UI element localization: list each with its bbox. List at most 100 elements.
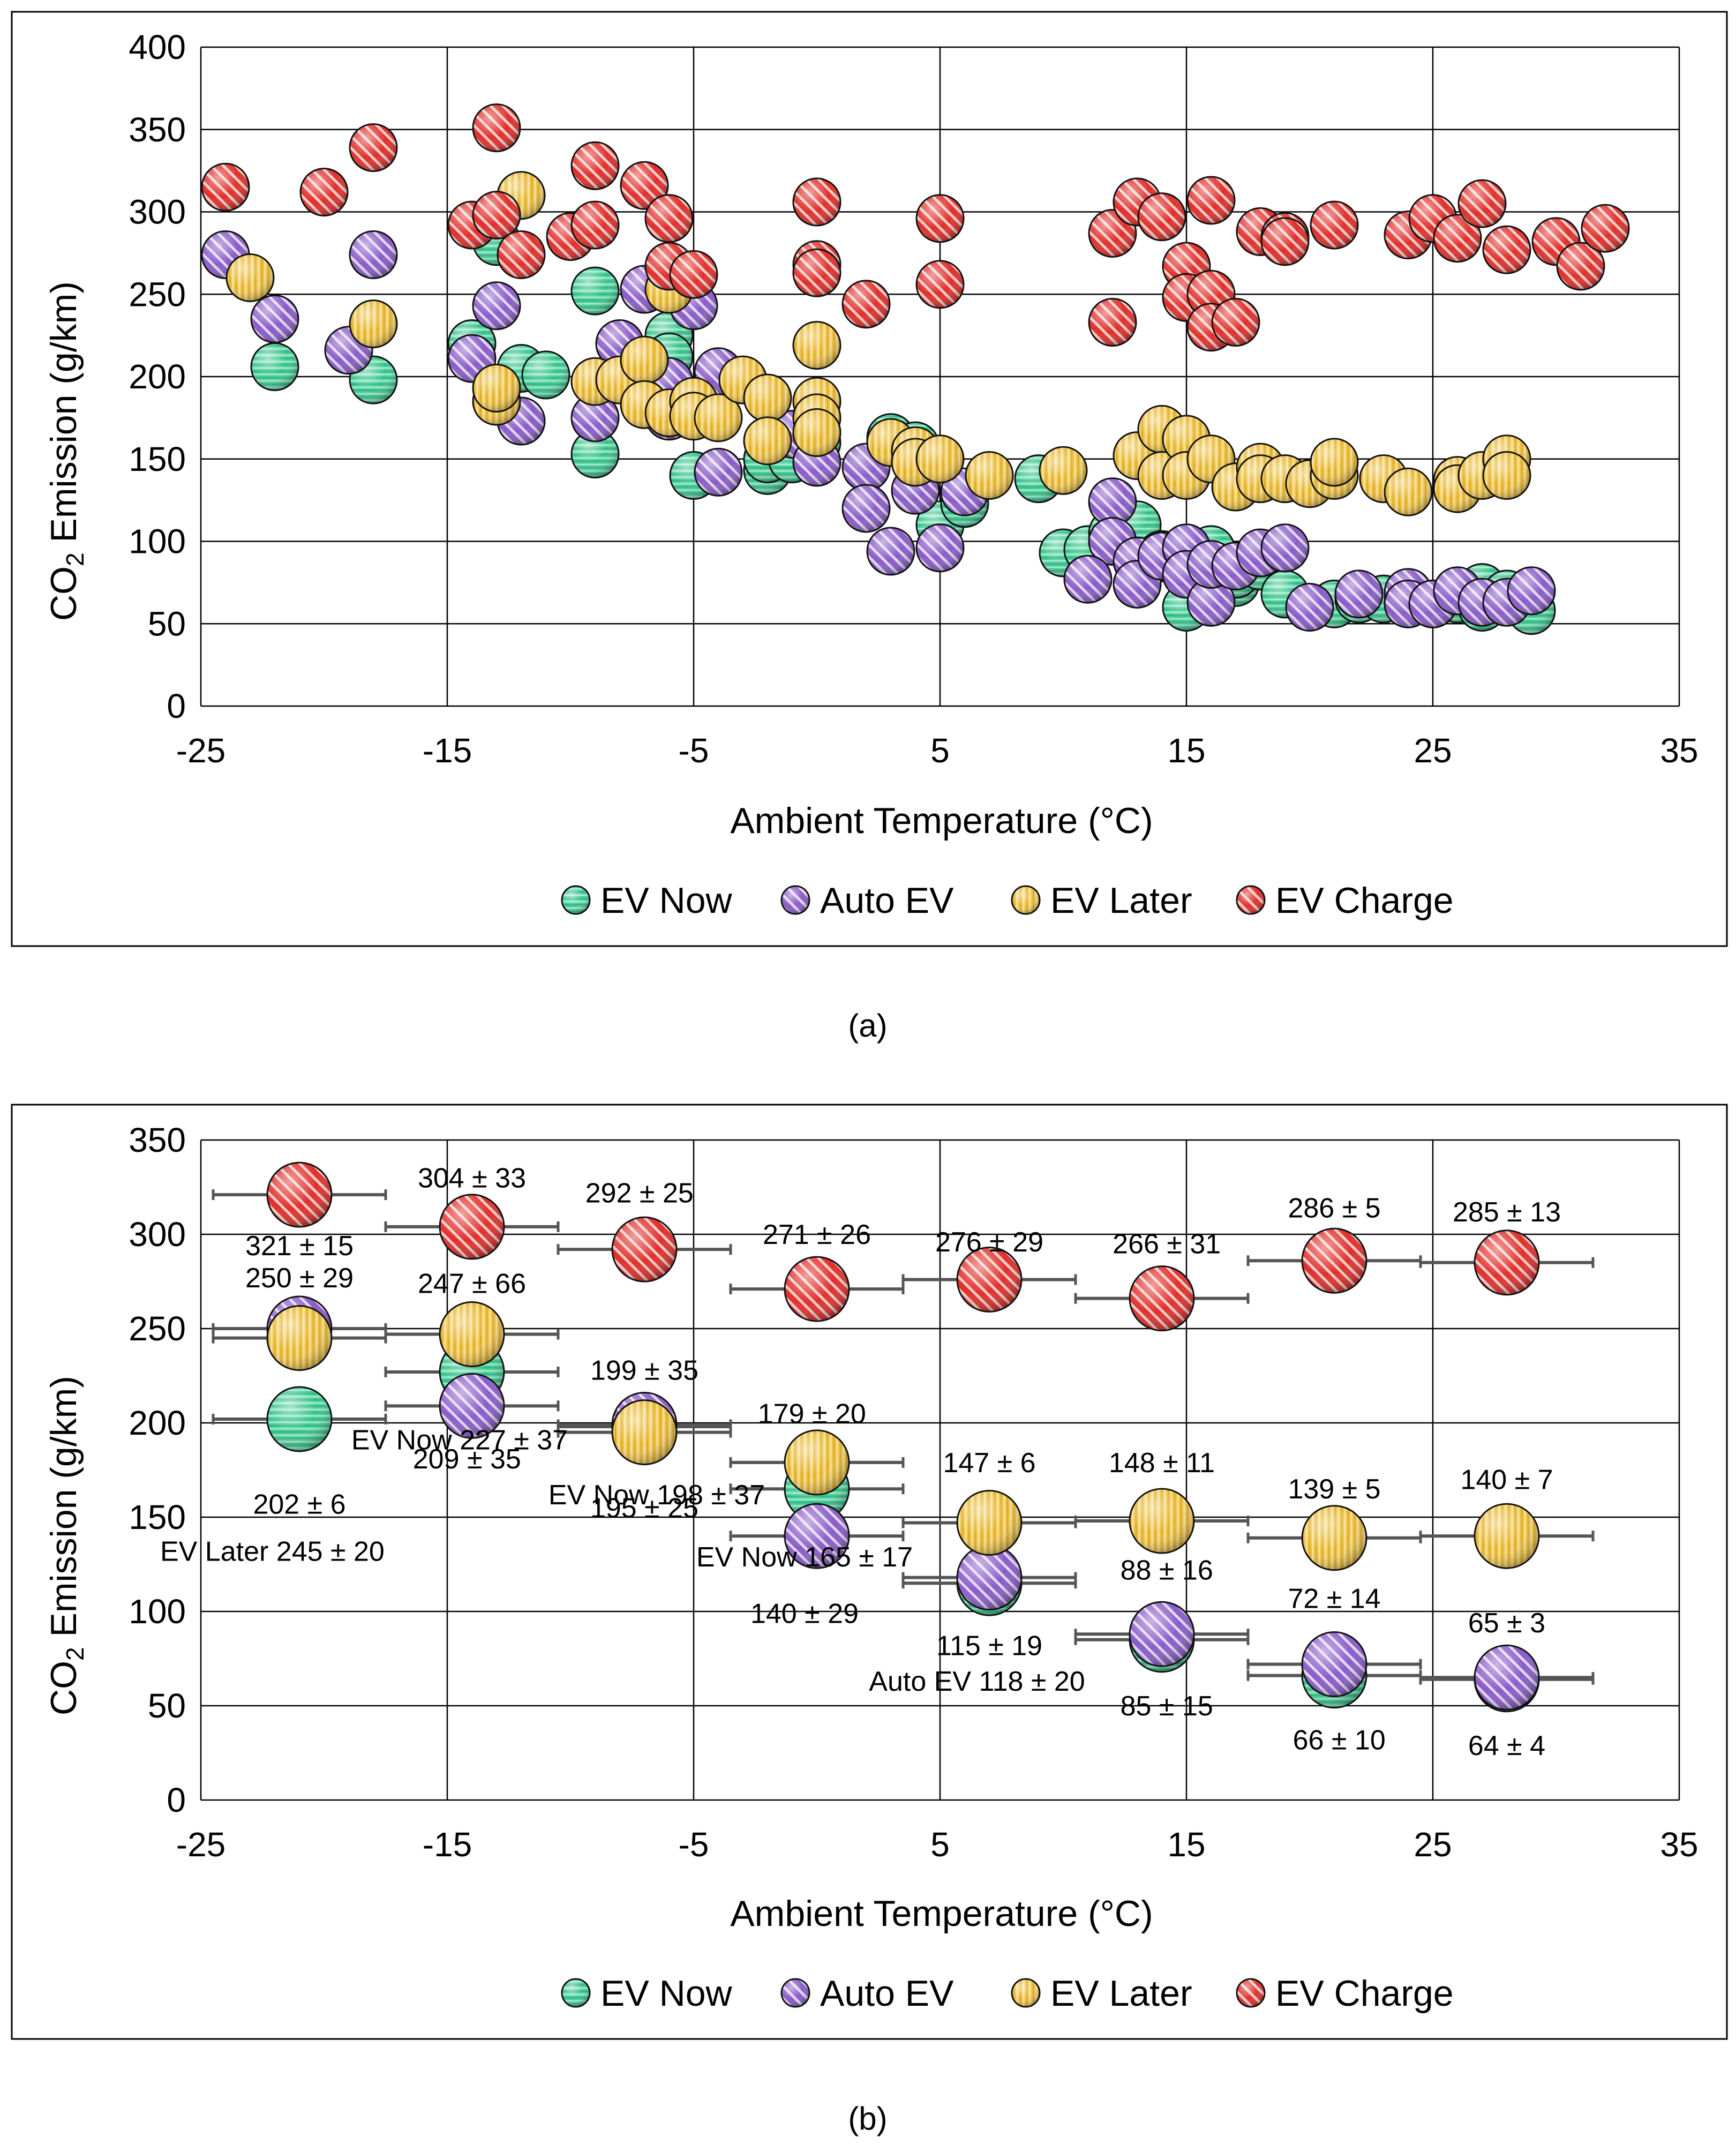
y-tick-label: 50 bbox=[148, 604, 186, 643]
point-ev-charge bbox=[1457, 179, 1507, 228]
legend-marker-auto-ev bbox=[780, 1978, 810, 2008]
y-tick-label: 50 bbox=[148, 1686, 186, 1725]
data-label: 147 ± 6 bbox=[943, 1448, 1035, 1479]
data-labels-b: 202 ± 6 EV Now 227 ± 37 EV Now 198 ± 37 EV … bbox=[160, 1163, 1561, 1761]
grid-b bbox=[200, 1139, 1680, 1801]
data-label: 199 ± 35 bbox=[590, 1355, 698, 1386]
point-ev-later bbox=[472, 364, 521, 413]
data-label: 266 ± 31 bbox=[1113, 1229, 1221, 1260]
data-label: 209 ± 35 bbox=[413, 1444, 521, 1475]
point-ev-charge bbox=[915, 260, 965, 309]
point-ev-charge bbox=[792, 248, 841, 297]
point-ev-later bbox=[1474, 1503, 1540, 1569]
legend-a: EV Now Auto EV EV Later EV Charge bbox=[561, 880, 1454, 921]
point-auto-ev bbox=[784, 1503, 850, 1569]
point-ev-charge bbox=[841, 280, 891, 329]
panel-b: 0 50 100 150 200 250 300 350 -25 -15 -5 5 15 25 35 20… bbox=[11, 1104, 1728, 2040]
data-label: 139 ± 5 bbox=[1288, 1474, 1380, 1505]
data-label: 140 ± 29 bbox=[750, 1599, 859, 1630]
point-ev-charge bbox=[1088, 298, 1137, 347]
points-b bbox=[266, 1161, 1540, 1713]
legend-item-ev-charge: EV Charge bbox=[1236, 1973, 1454, 2014]
data-label: 276 ± 29 bbox=[935, 1227, 1043, 1258]
point-ev-charge bbox=[570, 141, 620, 190]
point-ev-charge bbox=[349, 123, 398, 173]
y-tick-label: 350 bbox=[129, 110, 186, 149]
data-label: 286 ± 5 bbox=[1288, 1193, 1380, 1224]
point-auto-ev bbox=[1186, 578, 1236, 627]
x-tick-label: -25 bbox=[176, 731, 226, 770]
x-tick-label: -25 bbox=[176, 1825, 226, 1864]
legend-item-auto-ev: Auto EV bbox=[780, 880, 954, 921]
point-ev-charge bbox=[266, 1161, 333, 1228]
point-ev-charge bbox=[570, 200, 620, 250]
point-ev-charge bbox=[1474, 1229, 1540, 1296]
data-label: EV Later 245 ± 20 bbox=[160, 1536, 385, 1567]
y-tick-label: 100 bbox=[129, 522, 186, 561]
point-ev-charge bbox=[644, 194, 694, 243]
point-ev-later bbox=[915, 434, 965, 484]
legend-item-ev-now: EV Now bbox=[561, 880, 733, 921]
point-auto-ev bbox=[1088, 517, 1137, 566]
point-ev-charge bbox=[956, 1246, 1023, 1313]
point-ev-charge bbox=[1260, 217, 1310, 266]
legend-item-ev-later: EV Later bbox=[1011, 1973, 1192, 2014]
y-tick-label: 0 bbox=[167, 687, 186, 725]
data-label: 321 ± 15 bbox=[245, 1231, 354, 1262]
y-tick-label: 250 bbox=[129, 275, 186, 313]
point-ev-charge bbox=[1137, 192, 1186, 242]
data-label: 202 ± 6 bbox=[253, 1489, 345, 1520]
y-tick-label: 350 bbox=[129, 1121, 186, 1159]
legend-label: Auto EV bbox=[820, 880, 954, 921]
legend-item-auto-ev: Auto EV bbox=[780, 1973, 954, 2014]
data-label: 247 ± 66 bbox=[418, 1269, 526, 1300]
point-ev-charge bbox=[472, 103, 521, 153]
panel-a: 0 50 100 150 200 250 300 350 400 -25 -15 -5 5 15 25 35… bbox=[11, 11, 1728, 947]
point-auto-ev bbox=[349, 230, 398, 279]
point-ev-charge bbox=[1211, 298, 1260, 347]
data-label: 72 ± 14 bbox=[1288, 1583, 1380, 1614]
y-tick-label: 200 bbox=[129, 357, 186, 396]
point-ev-charge bbox=[784, 1256, 850, 1322]
point-auto-ev bbox=[1129, 1601, 1195, 1667]
data-label: 88 ± 16 bbox=[1121, 1555, 1213, 1586]
data-label: EV Now 198 ± 37 bbox=[548, 1480, 765, 1511]
point-ev-later bbox=[266, 1305, 333, 1371]
data-label: 250 ± 29 bbox=[245, 1263, 354, 1294]
point-ev-later bbox=[965, 451, 1014, 500]
x-axis-label-a: Ambient Temperature (°C) bbox=[730, 800, 1153, 841]
legend-marker-ev-now bbox=[561, 1978, 591, 2008]
point-ev-later bbox=[620, 335, 669, 385]
y-tick-label: 300 bbox=[129, 1215, 186, 1254]
x-tick-label: 5 bbox=[930, 731, 950, 770]
points-a bbox=[201, 103, 1630, 635]
y-tick-label: 100 bbox=[129, 1592, 186, 1631]
point-ev-charge bbox=[792, 177, 841, 227]
data-label: 271 ± 26 bbox=[763, 1219, 871, 1250]
legend-marker-ev-later bbox=[1011, 885, 1041, 915]
data-label: 195 ± 25 bbox=[590, 1493, 698, 1524]
data-label: 85 ± 15 bbox=[1121, 1691, 1213, 1722]
data-label: 304 ± 33 bbox=[418, 1163, 526, 1194]
point-ev-charge bbox=[472, 191, 521, 240]
x-tick-label: 25 bbox=[1414, 731, 1452, 770]
x-tick-label: -5 bbox=[679, 1825, 709, 1864]
x-tick-labels-b: -25 -15 -5 5 15 25 35 bbox=[176, 1825, 1699, 1864]
x-tick-label: 35 bbox=[1660, 731, 1698, 770]
legend-marker-ev-now bbox=[561, 885, 591, 915]
data-label: Auto EV 118 ± 20 bbox=[869, 1666, 1085, 1697]
data-label: 148 ± 11 bbox=[1109, 1448, 1215, 1479]
point-ev-charge bbox=[1186, 176, 1236, 225]
point-ev-later bbox=[792, 321, 841, 370]
point-auto-ev bbox=[1507, 566, 1556, 616]
legend-b: EV Now Auto EV EV Later EV Charge bbox=[561, 1973, 1454, 2014]
legend-label: EV Later bbox=[1050, 1973, 1192, 2014]
legend-marker-ev-charge bbox=[1236, 1978, 1266, 2008]
point-ev-charge bbox=[497, 230, 546, 279]
point-auto-ev bbox=[1260, 523, 1310, 573]
point-auto-ev bbox=[472, 281, 521, 331]
point-ev-charge bbox=[1581, 204, 1630, 253]
y-tick-label: 250 bbox=[129, 1309, 186, 1348]
point-ev-charge bbox=[620, 161, 669, 210]
